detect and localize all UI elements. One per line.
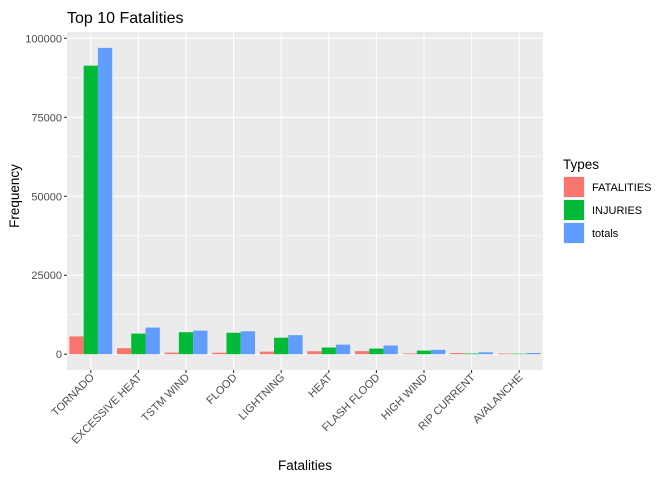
x-tick-label: TORNADO <box>50 371 98 419</box>
bar-fatalities-tornado <box>69 336 84 355</box>
bar-totals-high-wind <box>431 349 446 355</box>
bar-injuries-lightning <box>274 337 289 355</box>
bar-injuries-rip-current <box>464 353 479 355</box>
y-axis: 0 25000 50000 75000 100000 <box>25 33 67 361</box>
bar-totals-lightning <box>288 335 303 355</box>
x-tick-label: FLOOD <box>204 372 239 407</box>
y-axis-title: Frequency <box>7 164 22 228</box>
bar-totals-flash-flood <box>383 345 398 355</box>
x-tick-label: TSTM WIND <box>140 372 193 425</box>
bar-fatalities-high-wind <box>402 353 417 355</box>
bar-totals-rip-current <box>478 352 494 355</box>
x-tick-label: LIGHTNING <box>236 372 287 423</box>
panel-background <box>67 32 543 370</box>
legend-label-injuries: INJURIES <box>592 205 642 217</box>
bar-injuries-tornado <box>83 65 98 355</box>
bar-injuries-flood <box>226 332 241 355</box>
bar-injuries-flash-flood <box>369 348 384 355</box>
legend-swatch-totals <box>564 223 584 243</box>
bar-fatalities-flash-flood <box>354 351 370 355</box>
x-tick-label: HEAT <box>306 371 335 400</box>
y-tick-label: 0 <box>56 349 62 361</box>
x-axis-title: Fatalities <box>278 458 332 473</box>
legend-swatch-injuries <box>564 200 584 220</box>
bar-fatalities-rip-current <box>450 353 465 355</box>
legend-swatch-fatalities <box>564 177 584 197</box>
y-tick-label: 75000 <box>31 112 62 124</box>
bar-injuries-excessive-heat <box>131 333 146 355</box>
bar-fatalities-heat <box>307 351 322 355</box>
bar-totals-tstm-wind <box>193 330 208 355</box>
bar-injuries-tstm-wind <box>178 332 194 355</box>
legend-label-totals: totals <box>592 228 619 240</box>
y-tick-label: 100000 <box>25 33 62 45</box>
bar-injuries-heat <box>321 347 336 355</box>
y-tick-label: 50000 <box>31 191 62 203</box>
bar-totals-flood <box>240 331 256 355</box>
legend-label-fatalities: FATALITIES <box>592 182 652 194</box>
x-tick-label: HIGH WIND <box>379 372 430 423</box>
bar-injuries-high-wind <box>416 350 432 355</box>
bar-totals-avalanche <box>526 352 541 355</box>
bar-fatalities-flood <box>212 352 227 355</box>
bar-fatalities-excessive-heat <box>116 348 132 355</box>
bar-totals-tornado <box>97 47 113 355</box>
y-tick-label: 25000 <box>31 270 62 282</box>
bar-fatalities-lightning <box>259 351 275 355</box>
legend: Types FATALITIES INJURIES totals <box>563 157 652 244</box>
bar-fatalities-avalanche <box>497 353 513 355</box>
bar-totals-excessive-heat <box>145 327 160 355</box>
bar-totals-heat <box>335 344 351 355</box>
bar-injuries-avalanche <box>512 353 527 355</box>
plot-panel <box>67 32 543 370</box>
x-tick-label: AVALANCHE <box>471 372 525 426</box>
chart-title: Top 10 Fatalities <box>67 10 184 27</box>
bar-fatalities-tstm-wind <box>164 352 179 355</box>
legend-title: Types <box>563 157 599 172</box>
